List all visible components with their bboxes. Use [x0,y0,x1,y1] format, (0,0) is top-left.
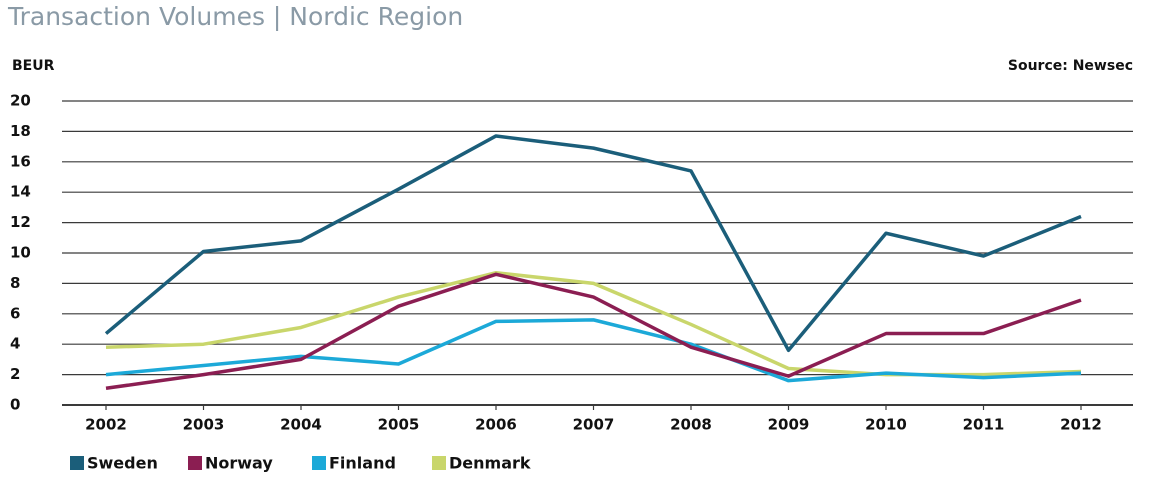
x-tick-label: 2012 [1060,416,1102,434]
x-tick-label: 2006 [475,416,517,434]
series-line [105,272,1082,391]
x-tick-label: 2007 [573,416,615,434]
y-tick-label: 18 [10,122,31,140]
y-axis-label: BEUR [12,58,55,74]
y-tick-label: 12 [10,213,31,231]
y-tick-label: 16 [10,152,31,170]
y-tick-label: 4 [10,335,20,353]
y-tick-label: 20 [10,92,31,110]
y-tick-label: 8 [10,274,20,292]
x-tick-label: 2004 [280,416,322,434]
x-tick-label: 2003 [183,416,225,434]
y-tick-label: 10 [10,244,31,262]
chart-title: Transaction Volumes | Nordic Region [7,2,463,31]
legend-swatch [312,456,326,470]
y-tick-label: 2 [10,365,20,383]
x-tick-label: 2009 [768,416,810,434]
y-tick-label: 6 [10,304,20,322]
y-tick-label: 0 [10,396,20,414]
legend-swatch [432,456,446,470]
legend-label: Finland [329,454,396,473]
legend-swatch [70,456,84,470]
legend-label: Denmark [449,454,531,473]
legend-label: Norway [205,454,273,473]
legend-label: Sweden [87,454,158,473]
series-line [105,318,1082,383]
legend-swatch [188,456,202,470]
y-tick-label: 14 [10,183,31,201]
series-line [104,134,1082,353]
x-tick-label: 2010 [865,416,907,434]
x-tick-label: 2005 [378,416,420,434]
x-tick-label: 2002 [85,416,127,434]
x-tick-label: 2008 [670,416,712,434]
x-tick-label: 2011 [963,416,1005,434]
source: Source: Newsec [1008,58,1133,74]
